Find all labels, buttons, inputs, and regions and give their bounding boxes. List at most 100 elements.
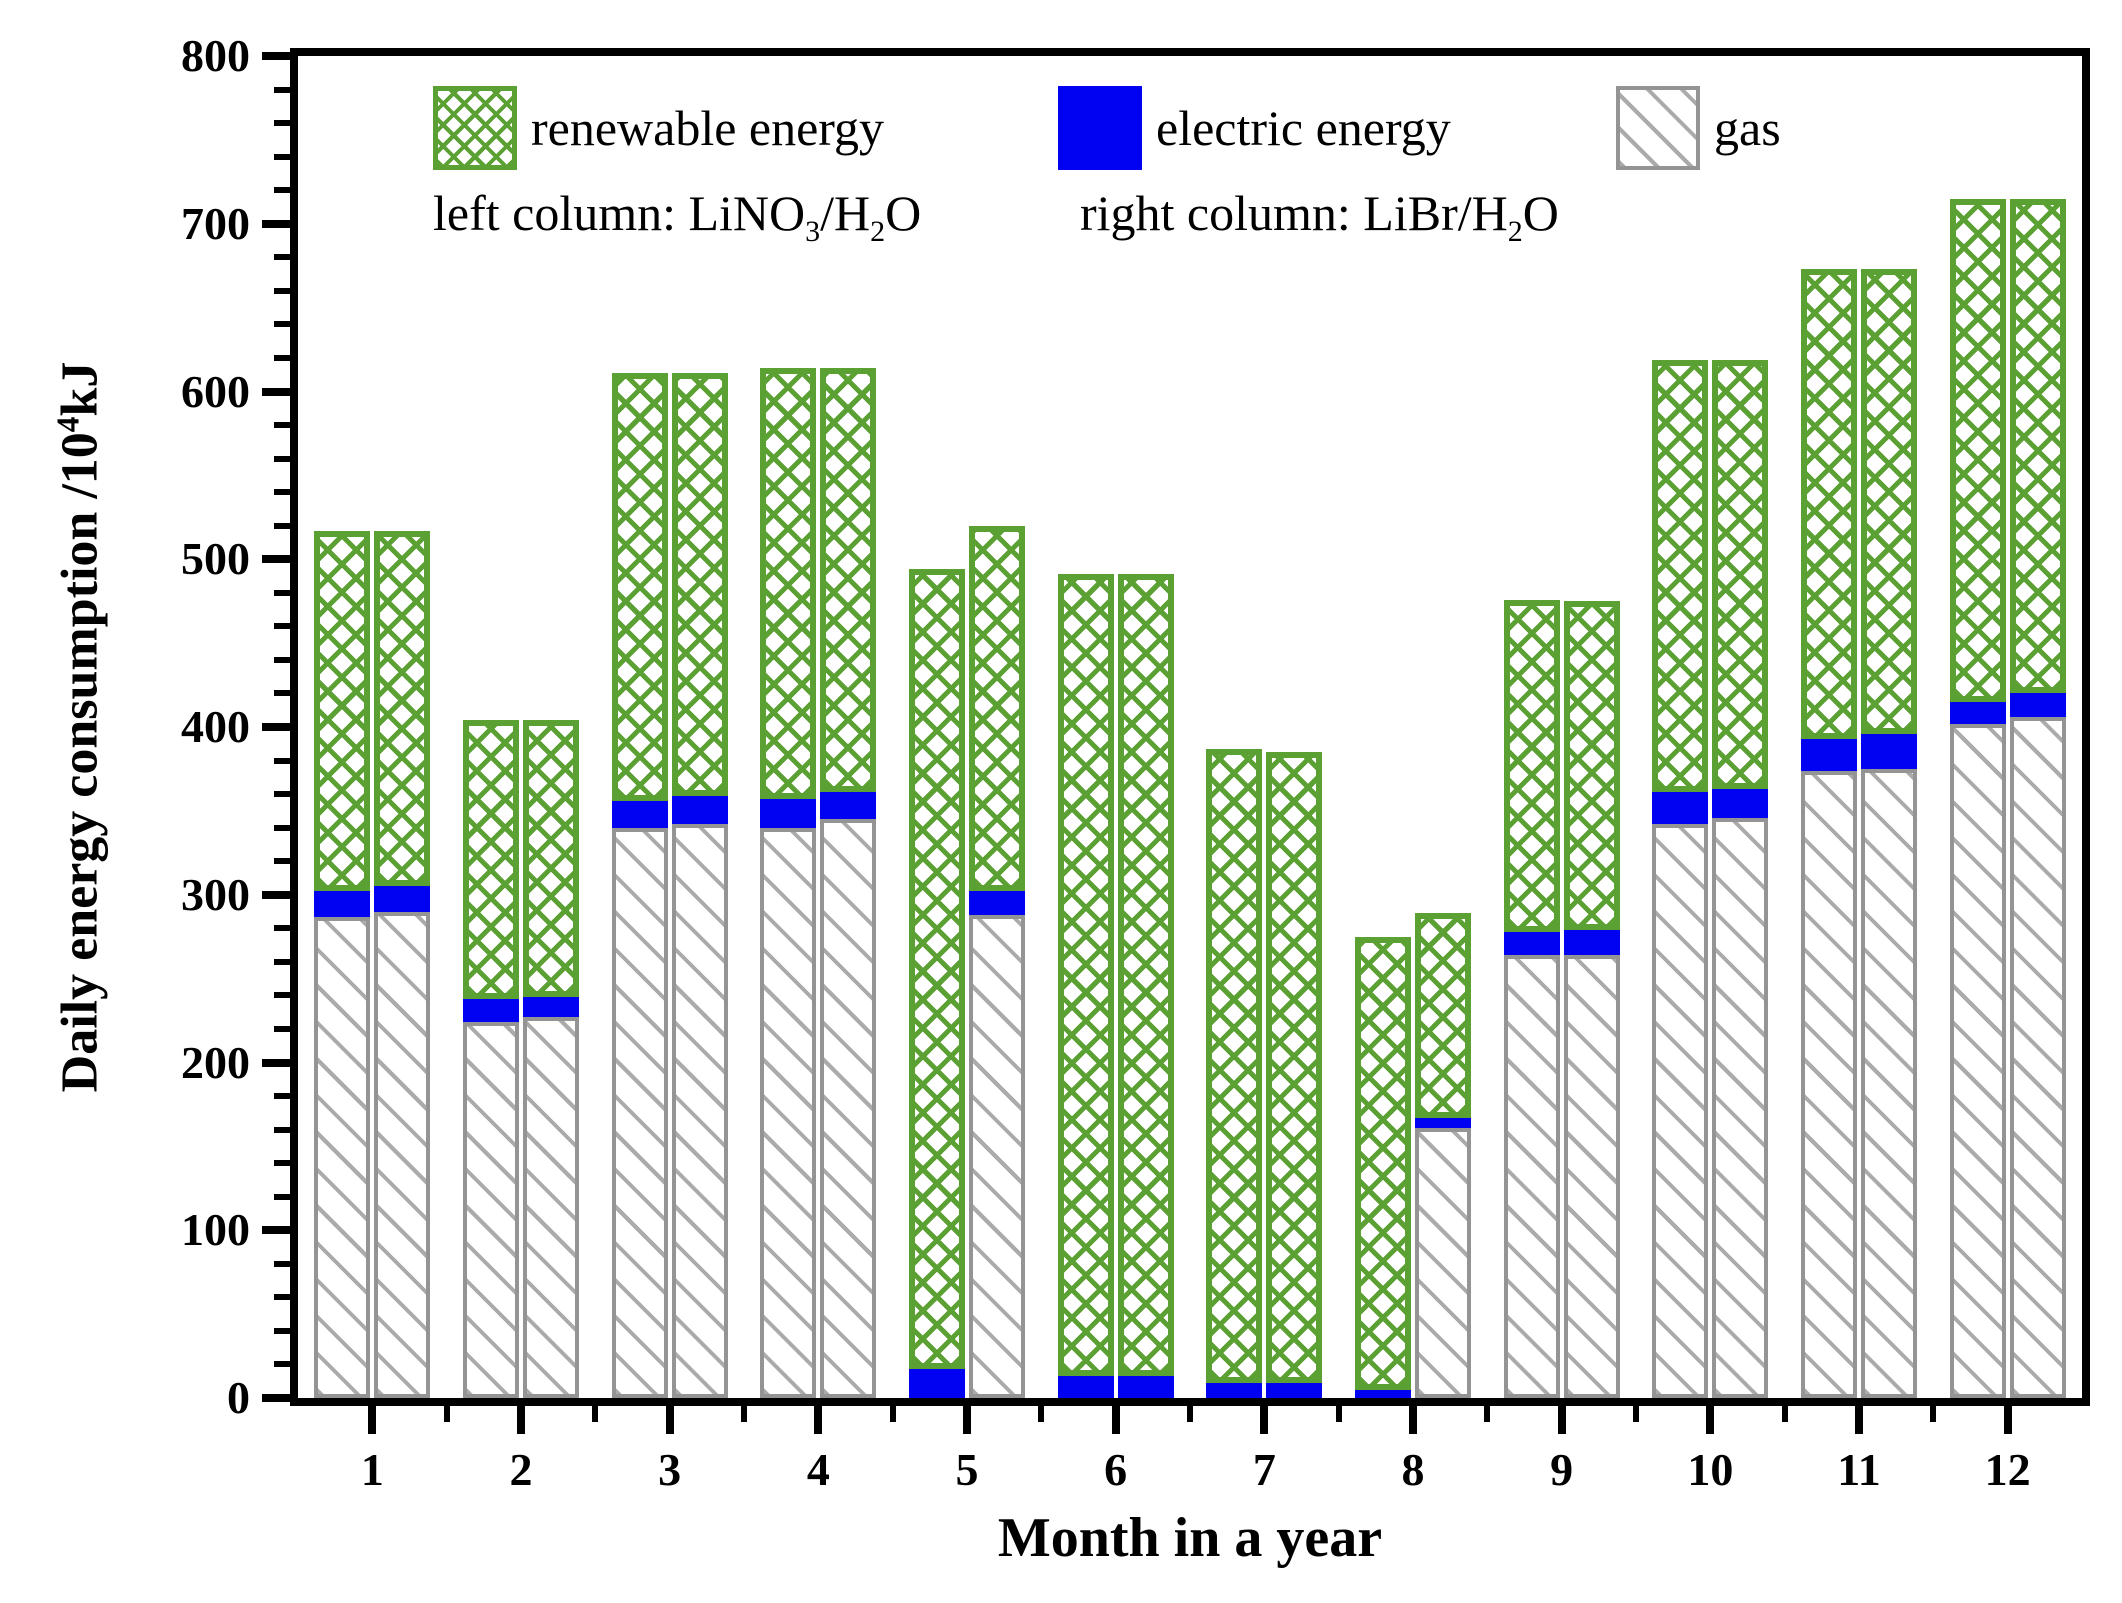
bar-segment-electric-m3-left [611, 800, 668, 828]
y-minor-tick [274, 1294, 290, 1301]
x-minor-tick [443, 1406, 450, 1422]
y-minor-tick [274, 455, 290, 462]
bar-segment-electric-m10-left [1652, 792, 1709, 825]
y-major-tick [262, 1394, 290, 1402]
bar-segment-renewable-m12-left [1949, 198, 2006, 702]
bar-segment-electric-m7-right [1266, 1382, 1323, 1398]
y-major-tick [262, 890, 290, 899]
bar-segment-electric-m11-right [1861, 733, 1917, 769]
bar-segment-electric-m1-left [314, 891, 371, 917]
bar-segment-gas-m9-right [1563, 955, 1620, 1398]
month-label: 12 [1984, 1444, 2031, 1495]
note-right-pre: right column: LiBr/H [1080, 185, 1508, 241]
y-minor-tick [274, 422, 290, 429]
y-minor-tick [274, 858, 290, 865]
bar-segment-gas-m11-right [1861, 768, 1917, 1398]
y-minor-tick [274, 690, 290, 697]
bar-segment-renewable-m1-left [314, 530, 371, 892]
x-major-tick [517, 1406, 525, 1434]
month-label: 2 [509, 1444, 533, 1495]
y-minor-tick [274, 1327, 290, 1334]
note-left-sub2: 2 [870, 215, 886, 248]
y-major-tick [262, 1058, 290, 1067]
bar-segment-electric-m11-left [1801, 738, 1857, 771]
bar-segment-gas-m3-right [671, 824, 728, 1398]
bar-segment-renewable-m3-right [671, 373, 728, 796]
x-minor-tick [1930, 1406, 1937, 1422]
note-right-post: O [1522, 185, 1559, 241]
bar-segment-electric-m2-right [523, 997, 579, 1018]
bar-segment-electric-m5-right [969, 891, 1025, 915]
y-major-tick [262, 52, 290, 60]
bar-segment-electric-m7-left [1206, 1382, 1263, 1398]
bar-segment-electric-m9-left [1503, 931, 1560, 956]
bar-segment-renewable-m8-left [1355, 936, 1411, 1390]
bar-segment-gas-m1-left [314, 916, 371, 1398]
bar-segment-electric-m3-right [671, 795, 728, 825]
y-minor-tick [274, 958, 290, 965]
bar-segment-renewable-m3-left [611, 373, 668, 801]
y-minor-tick [274, 254, 290, 261]
x-minor-tick [1187, 1406, 1193, 1422]
y-major-tick [262, 1226, 290, 1235]
bar-segment-gas-m1-right [374, 911, 431, 1398]
y-tick-label: 800 [181, 30, 250, 81]
y-tick-label: 300 [181, 868, 250, 920]
bar-segment-electric-m4-right [820, 792, 877, 820]
bar-segment-renewable-m5-right [969, 525, 1025, 892]
y-major-tick [262, 723, 290, 731]
y-minor-tick [274, 1093, 290, 1100]
bar-segment-gas-m11-left [1801, 770, 1857, 1398]
y-minor-tick [274, 623, 290, 630]
x-major-tick [814, 1406, 823, 1434]
y-tick-label: 500 [181, 533, 250, 585]
x-major-tick [1409, 1406, 1417, 1434]
note-left-pre: left column: LiNO [433, 185, 806, 241]
y-minor-tick [274, 321, 290, 328]
bar-segment-gas-m4-right [820, 819, 877, 1398]
bar-segment-gas-m5-right [969, 914, 1025, 1398]
y-major-tick [262, 387, 290, 396]
x-minor-tick [1038, 1406, 1045, 1422]
y-minor-tick [274, 791, 290, 798]
month-label: 11 [1837, 1444, 1881, 1495]
x-major-tick [368, 1406, 377, 1434]
bar-segment-gas-m9-left [1503, 955, 1560, 1398]
bar-segment-electric-m12-left [1949, 701, 2006, 724]
month-label: 9 [1550, 1444, 1574, 1495]
bar-segment-electric-m5-left [909, 1369, 965, 1398]
legend-item-gas: gas [1616, 86, 1781, 170]
bar-segment-renewable-m6-right [1117, 574, 1174, 1377]
bar-segment-gas-m2-left [463, 1022, 519, 1398]
bar-segment-gas-m8-right [1415, 1127, 1471, 1398]
legend-label-electric: electric energy [1156, 100, 1451, 156]
month-label: 1 [360, 1444, 384, 1495]
bar-segment-renewable-m8-right [1415, 913, 1471, 1118]
legend-label-gas: gas [1714, 100, 1781, 156]
month-label: 8 [1401, 1444, 1425, 1495]
y-tick-label: 0 [227, 1372, 250, 1423]
bar-segment-electric-m8-right [1415, 1117, 1471, 1128]
y-minor-tick [274, 1193, 290, 1200]
bar-segment-electric-m10-right [1712, 789, 1769, 818]
bar-segment-renewable-m7-left [1206, 748, 1263, 1383]
x-minor-tick [1633, 1406, 1639, 1422]
bar-segment-renewable-m9-left [1503, 599, 1560, 932]
x-major-tick [1855, 1406, 1863, 1434]
month-label: 3 [658, 1444, 682, 1495]
note-left-sub1: 3 [805, 215, 821, 248]
y-minor-tick [274, 757, 290, 764]
gas-swatch-icon [1616, 86, 1700, 170]
legend-label-renewable: renewable energy [531, 100, 885, 156]
y-minor-tick [274, 287, 290, 294]
bar-segment-gas-m10-right [1712, 817, 1769, 1398]
bar-segment-electric-m6-left [1057, 1376, 1114, 1398]
legend-note-left-column: left column: LiNO3/H2O [433, 184, 921, 249]
x-axis-title: Month in a year [997, 1507, 1383, 1569]
renewable-swatch-icon [433, 86, 517, 170]
y-tick-label: 700 [181, 197, 250, 249]
y-minor-tick [274, 589, 290, 596]
bar-segment-gas-m2-right [523, 1017, 579, 1398]
y-minor-tick [274, 1361, 290, 1368]
